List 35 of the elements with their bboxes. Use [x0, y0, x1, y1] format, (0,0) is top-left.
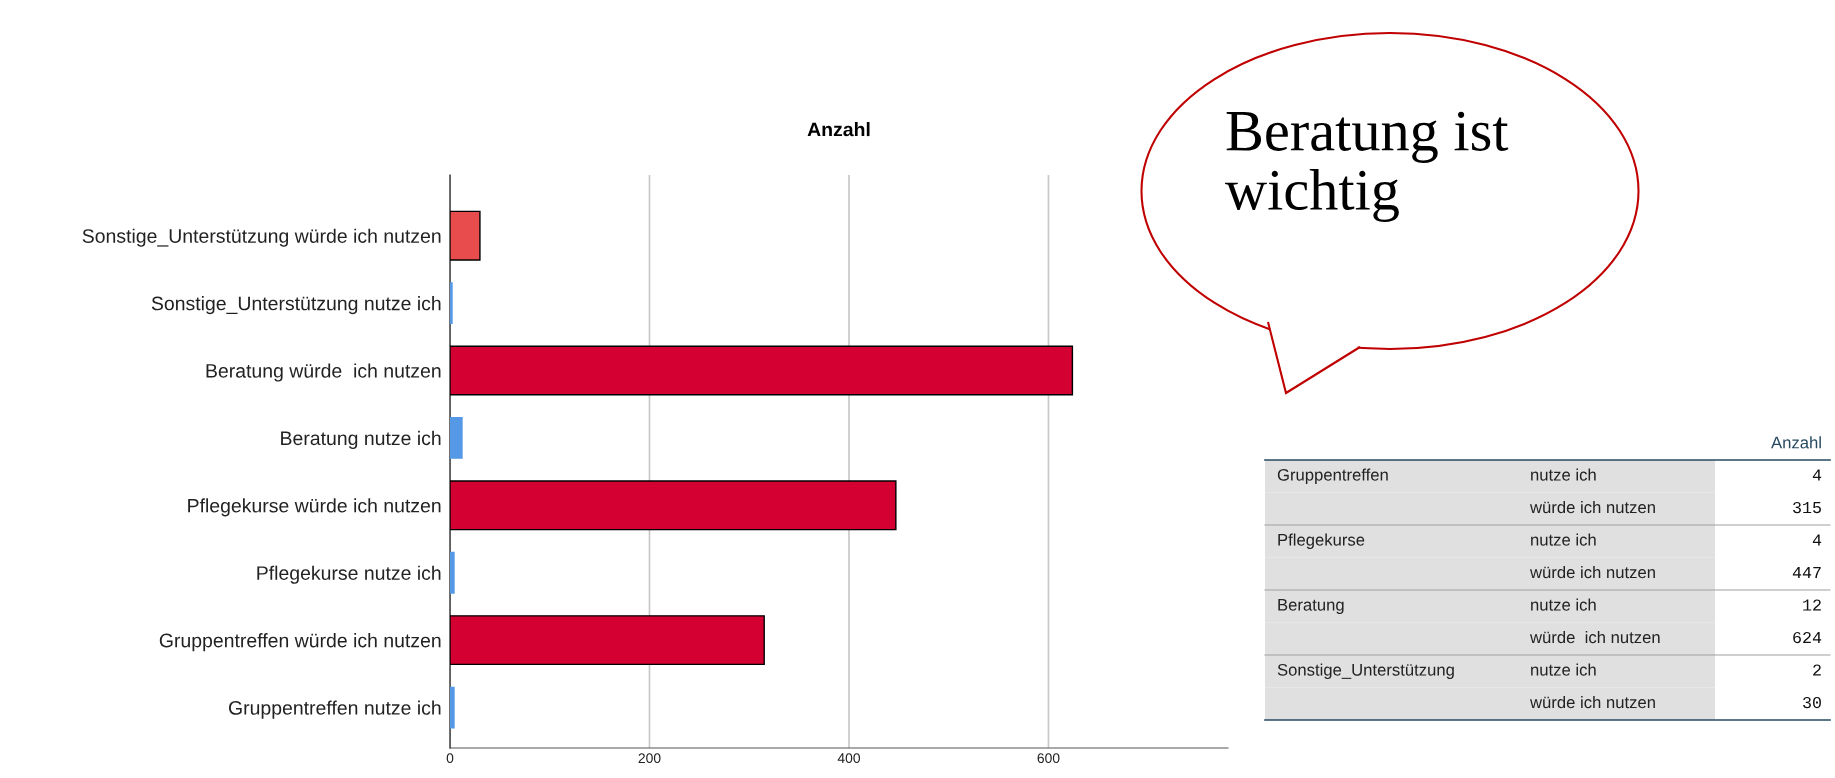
- y-tick-label: Pflegekurse nutze ich: [257, 565, 441, 584]
- y-tick-label: Gruppentreffen nutze ich: [228, 700, 441, 719]
- text: 624: [1793, 631, 1822, 644]
- text: würde ich nutzen: [1529, 565, 1655, 579]
- text: 12: [1803, 599, 1821, 611]
- x-tick-label: 200: [638, 753, 661, 764]
- x-tick-label: 0: [446, 753, 454, 764]
- text: würde ich nutzen: [1529, 630, 1660, 644]
- text: würde ich nutzen: [1529, 500, 1655, 514]
- chart-title: Anzahl: [807, 122, 870, 137]
- text: 315: [1793, 501, 1821, 514]
- text: nutze ich: [1531, 533, 1596, 546]
- text: würde ich nutzen: [1529, 695, 1655, 709]
- y-tick-label: Sonstige_Unterstützung nutze ich: [151, 296, 441, 315]
- y-tick-label: Beratung nutze ich: [281, 430, 441, 449]
- text: Anzahl: [1771, 436, 1821, 449]
- x-tick-label: 400: [837, 753, 861, 764]
- text: 2: [1813, 664, 1821, 676]
- y-tick-label: Beratung würde ich nutzen: [206, 363, 441, 382]
- text: nutze ich: [1531, 663, 1596, 676]
- text: nutze ich: [1531, 598, 1596, 611]
- annotation: Beratung ist wichtig: [1225, 111, 1509, 223]
- text: 30: [1803, 696, 1821, 709]
- y-tick-label: Sonstige_Unterstützung würde ich nutzen: [82, 228, 441, 247]
- text: 4: [1812, 469, 1822, 481]
- text: Pflegekurse: [1278, 533, 1365, 550]
- x-tick-label: 600: [1037, 753, 1060, 764]
- text: Sonstige_Unterstützung: [1277, 663, 1454, 680]
- text: Beratung: [1278, 599, 1344, 615]
- text: 447: [1792, 567, 1821, 579]
- text: 4: [1812, 534, 1822, 546]
- y-tick-label: Gruppentreffen würde ich nutzen: [159, 633, 441, 652]
- text: Gruppentreffen: [1277, 468, 1388, 485]
- y-tick-label: Pflegekurse würde ich nutzen: [188, 498, 441, 517]
- text: nutze ich: [1531, 468, 1596, 481]
